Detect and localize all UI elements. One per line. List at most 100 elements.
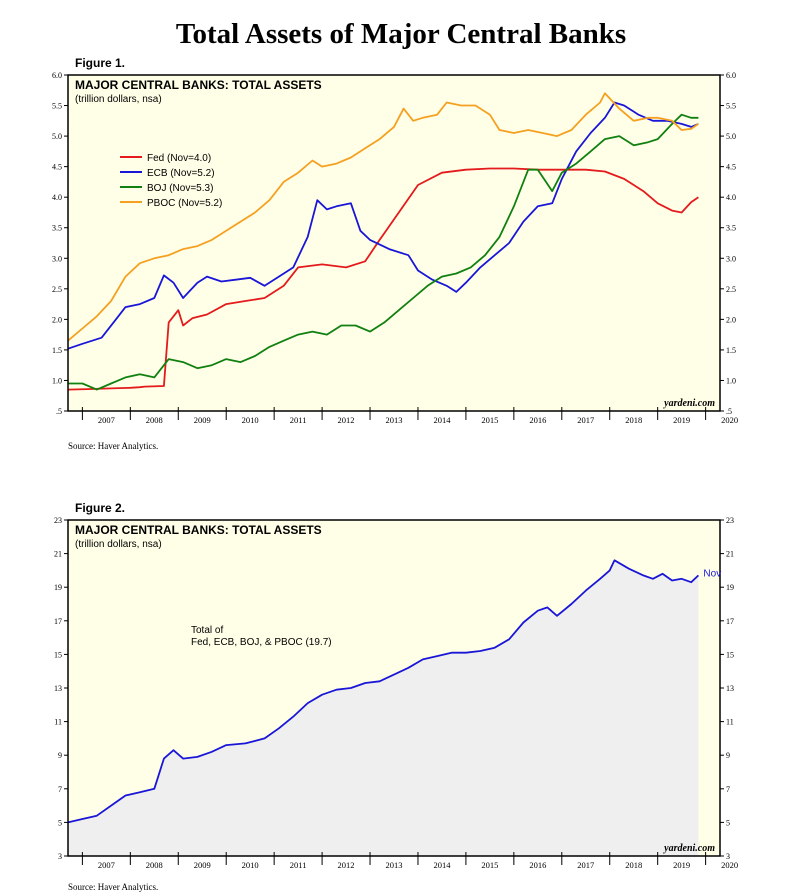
x-tick-label: 2014 <box>433 860 451 870</box>
y-tick-label-left: 1.5 <box>52 346 62 355</box>
legend-label-pboc: PBOC (Nov=5.2) <box>147 198 222 209</box>
y-tick-label-right: 3.5 <box>726 224 736 233</box>
series-line-ecb <box>67 101 699 350</box>
area-fill <box>68 560 699 856</box>
y-tick-label-right: 1.0 <box>726 376 736 385</box>
x-tick-label: 2018 <box>625 860 642 870</box>
figure-1-source: Source: Haver Analytics. <box>68 441 159 451</box>
x-tick-label: 2016 <box>529 415 546 425</box>
x-tick-label: 2015 <box>481 415 498 425</box>
y-tick-label-left: 3.5 <box>52 224 62 233</box>
x-tick-label: 2013 <box>386 415 403 425</box>
y-tick-label-left: 3 <box>58 852 62 861</box>
y-tick-label-left: .5 <box>56 407 62 416</box>
x-tick-label: 2017 <box>577 860 594 870</box>
y-tick-label-left: 1.0 <box>52 376 62 385</box>
y-tick-label-right: 19 <box>726 583 734 592</box>
y-tick-label-right: 23 <box>726 516 734 525</box>
figure-2-label: Figure 2. <box>75 501 126 515</box>
y-tick-label-left: 11 <box>54 718 62 727</box>
chart-subtitle: (trillion dollars, nsa) <box>75 94 162 105</box>
y-tick-label-left: 4.5 <box>52 163 62 172</box>
y-tick-label-left: 5 <box>58 818 62 827</box>
y-tick-label-right: 2.0 <box>726 315 736 324</box>
plot-area <box>68 75 720 411</box>
y-tick-label-left: 5.5 <box>52 102 62 111</box>
series-line-fed <box>67 167 699 391</box>
x-tick-label: 2020 <box>721 860 738 870</box>
legend-label-ecb: ECB (Nov=5.2) <box>147 168 215 179</box>
y-tick-label-left: 19 <box>54 583 62 592</box>
x-tick-label: 2018 <box>625 415 642 425</box>
y-tick-label-left: 2.5 <box>52 285 62 294</box>
y-tick-label-left: 21 <box>54 550 62 559</box>
chart-subtitle: (trillion dollars, nsa) <box>75 539 162 550</box>
y-tick-label-left: 23 <box>54 516 62 525</box>
watermark: yardeni.com <box>663 843 715 854</box>
y-tick-label-right: 5 <box>726 818 730 827</box>
y-tick-label-right: 21 <box>726 550 734 559</box>
x-tick-label: 2011 <box>290 415 307 425</box>
x-tick-label: 2020 <box>721 415 738 425</box>
x-tick-label: 2008 <box>146 860 163 870</box>
x-tick-label: 2014 <box>433 415 451 425</box>
series-line-total <box>67 559 700 824</box>
y-tick-label-right: 17 <box>726 617 734 626</box>
x-tick-label: 2010 <box>242 860 259 870</box>
y-tick-label-right: 15 <box>726 650 734 659</box>
legend-label-boj: BOJ (Nov=5.3) <box>147 183 213 194</box>
y-tick-label-left: 7 <box>58 785 62 794</box>
y-tick-label-left: 9 <box>58 751 62 760</box>
y-tick-label-right: 5.5 <box>726 102 736 111</box>
y-tick-label-right: 4.0 <box>726 193 736 202</box>
y-tick-label-right: .5 <box>726 407 732 416</box>
x-tick-label: 2019 <box>673 860 690 870</box>
x-tick-label: 2013 <box>386 860 403 870</box>
total-annotation-line: Total of <box>191 625 223 636</box>
page-title: Total Assets of Major Central Banks <box>175 18 627 50</box>
x-tick-label: 2019 <box>673 415 690 425</box>
y-tick-label-right: 3 <box>726 852 730 861</box>
y-tick-label-left: 6.0 <box>52 71 62 80</box>
y-tick-label-right: 9 <box>726 751 730 760</box>
y-tick-label-right: 1.5 <box>726 346 736 355</box>
figure-2-source: Source: Haver Analytics. <box>68 882 159 892</box>
total-annotation-line: Fed, ECB, BOJ, & PBOC (19.7) <box>191 637 332 648</box>
legend-label-fed: Fed (Nov=4.0) <box>147 153 211 164</box>
y-tick-label-right: 5.0 <box>726 132 736 141</box>
x-tick-label: 2010 <box>242 415 259 425</box>
x-tick-label: 2015 <box>481 860 498 870</box>
x-tick-label: 2009 <box>194 415 211 425</box>
chart-title: MAJOR CENTRAL BANKS: TOTAL ASSETS <box>75 78 322 92</box>
x-tick-label: 2016 <box>529 860 546 870</box>
y-tick-label-right: 6.0 <box>726 71 736 80</box>
nov-end-label: Nov <box>703 568 721 579</box>
y-tick-label-left: 4.0 <box>52 193 62 202</box>
y-tick-label-left: 17 <box>54 617 62 626</box>
y-tick-label-left: 5.0 <box>52 132 62 141</box>
x-tick-label: 2007 <box>98 860 115 870</box>
y-tick-label-left: 15 <box>54 650 62 659</box>
figure-1-label: Figure 1. <box>75 56 126 70</box>
x-tick-label: 2012 <box>338 415 355 425</box>
y-tick-label-left: 2.0 <box>52 315 62 324</box>
x-tick-label: 2007 <box>98 415 115 425</box>
x-tick-label: 2017 <box>577 415 594 425</box>
y-tick-label-left: 3.0 <box>52 254 62 263</box>
y-tick-label-right: 13 <box>726 684 734 693</box>
watermark: yardeni.com <box>663 398 715 409</box>
y-tick-label-right: 3.0 <box>726 254 736 263</box>
y-tick-label-right: 11 <box>726 718 734 727</box>
x-tick-label: 2009 <box>194 860 211 870</box>
series-line-pboc <box>67 92 699 342</box>
x-tick-label: 2012 <box>338 860 355 870</box>
chart-1: .5 .5 1.0 1.0 1.5 1.5 2.0 2.0 2.5 2.5 3.0 3.0 3.5 3.5… <box>52 71 738 425</box>
y-tick-label-right: 4.5 <box>726 163 736 172</box>
plot-frame <box>67 74 721 412</box>
x-tick-label: 2011 <box>290 860 307 870</box>
y-tick-label-right: 7 <box>726 785 730 794</box>
y-tick-label-left: 13 <box>54 684 62 693</box>
x-tick-label: 2008 <box>146 415 163 425</box>
y-tick-label-right: 2.5 <box>726 285 736 294</box>
